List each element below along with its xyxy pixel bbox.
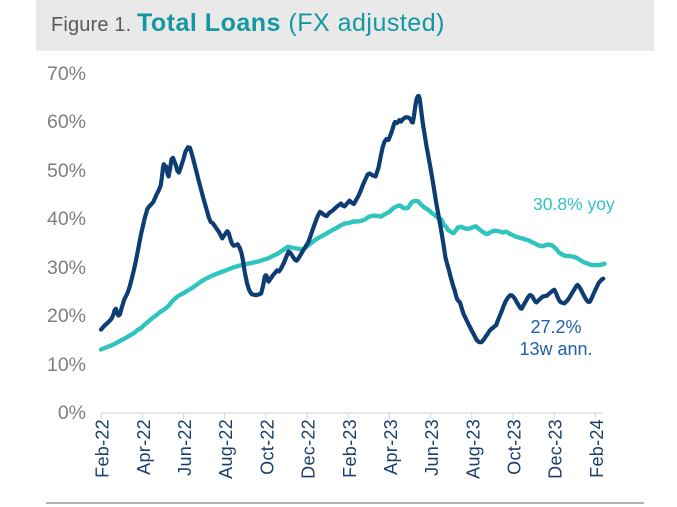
svg-text:Oct-23: Oct-23 xyxy=(505,419,525,475)
svg-text:Apr-22: Apr-22 xyxy=(134,419,154,475)
svg-text:Dec-22: Dec-22 xyxy=(299,419,319,479)
svg-text:Jun-23: Jun-23 xyxy=(422,419,442,476)
svg-text:Aug-23: Aug-23 xyxy=(463,419,483,479)
svg-text:Oct-22: Oct-22 xyxy=(257,419,277,475)
svg-text:Feb-22: Feb-22 xyxy=(93,419,113,478)
svg-text:Jun-22: Jun-22 xyxy=(175,419,195,476)
svg-text:Apr-23: Apr-23 xyxy=(381,419,401,475)
svg-text:Dec-23: Dec-23 xyxy=(546,419,566,479)
svg-text:Feb-23: Feb-23 xyxy=(340,419,360,478)
svg-text:Feb-24: Feb-24 xyxy=(587,419,607,478)
svg-text:Aug-22: Aug-22 xyxy=(216,419,236,479)
